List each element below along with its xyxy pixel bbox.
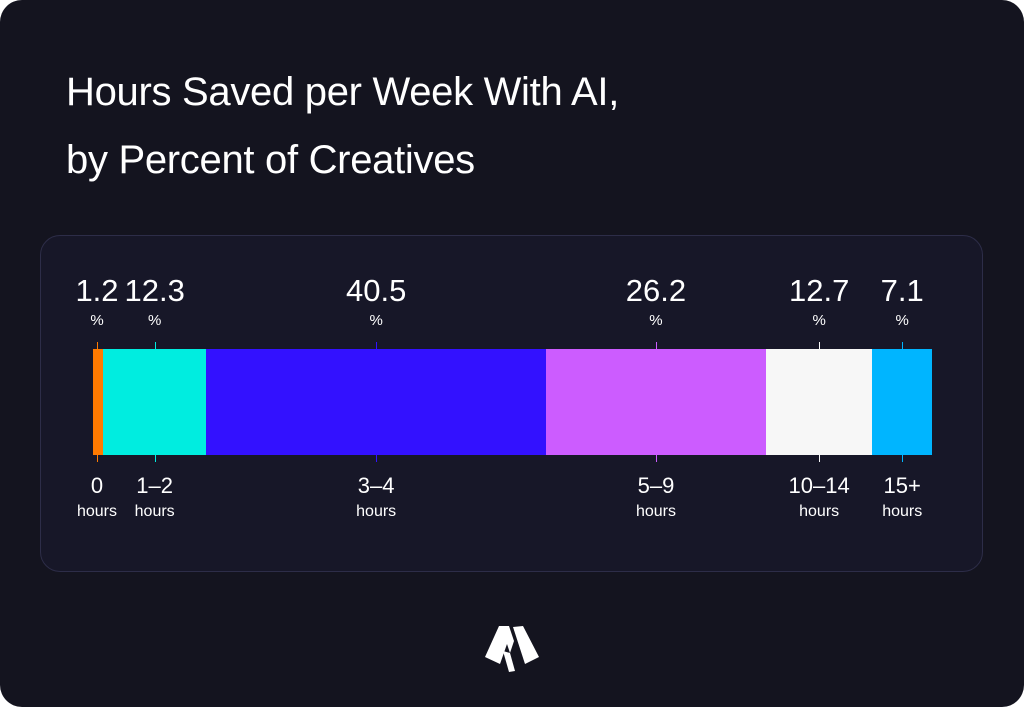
tick-mark: [376, 454, 378, 462]
unit-label: hours: [134, 503, 175, 520]
value-label: 12.7: [788, 273, 850, 308]
value-label: 40.5: [345, 273, 407, 308]
tick-mark: [97, 454, 98, 462]
tick-mark: [154, 342, 156, 350]
category-label: 10–14: [788, 473, 850, 498]
tick-mark: [97, 342, 98, 350]
percent-sign: %: [895, 312, 909, 329]
percent-sign: %: [812, 312, 826, 329]
tick-mark: [655, 454, 657, 462]
category-label: 5–9: [637, 473, 675, 498]
bar-segment: [103, 349, 207, 455]
chart-title: Hours Saved per Week With AI, by Percent…: [66, 58, 619, 194]
unit-label: hours: [356, 503, 397, 520]
bar-segment: [93, 349, 104, 455]
value-label: 26.2: [625, 273, 687, 308]
tick-mark: [376, 342, 378, 350]
category-label: 15+: [883, 473, 921, 498]
title-line-1: Hours Saved per Week With AI,: [66, 70, 620, 114]
percent-sign: %: [649, 312, 663, 329]
value-label: 1.2: [75, 273, 119, 308]
unit-label: hours: [799, 503, 840, 520]
tick-mark: [819, 454, 821, 462]
bar-segment: [765, 349, 873, 455]
category-label: 3–4: [357, 473, 395, 498]
tick-mark: [154, 454, 156, 462]
percent-sign: %: [369, 312, 383, 329]
unit-label: hours: [882, 503, 923, 520]
tick-mark: [902, 454, 904, 462]
chart-panel: 1.2% 0 hours 12.3% 1–2 hours 40.5% 3–4 hours 26.2…: [40, 235, 983, 572]
category-label: 0: [90, 473, 104, 498]
percent-sign: %: [90, 312, 104, 329]
tick-mark: [902, 342, 904, 350]
bar-segment: [546, 349, 767, 455]
bar-segment: [872, 349, 933, 455]
tick-mark: [819, 342, 821, 350]
unit-label: hours: [76, 503, 118, 520]
title-line-2: by Percent of Creatives: [66, 138, 475, 182]
tick-mark: [655, 342, 657, 350]
category-label: 1–2: [136, 473, 174, 498]
stacked-bar: [93, 349, 933, 455]
percent-sign: %: [147, 312, 162, 329]
bar-segment: [206, 349, 547, 455]
value-label: 7.1: [880, 273, 924, 308]
value-label: 12.3: [124, 273, 185, 308]
brand-logo-icon: [485, 626, 539, 672]
unit-label: hours: [635, 503, 676, 520]
